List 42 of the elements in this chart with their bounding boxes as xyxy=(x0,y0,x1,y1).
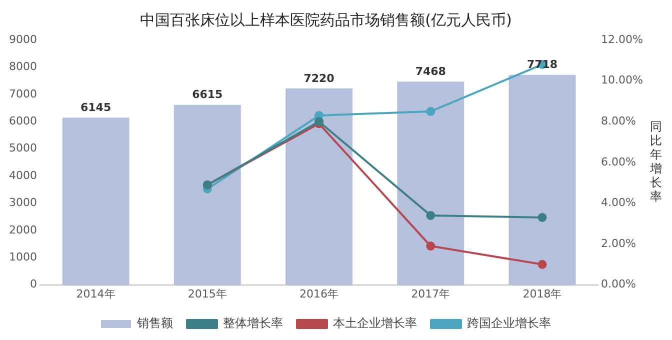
y2-tick-label: 6.00% xyxy=(601,155,636,168)
chart-title: 中国百张床位以上样本医院药品市场销售额(亿元人民币) xyxy=(140,10,512,29)
data-label: 7468 xyxy=(415,65,446,78)
data-label: 6615 xyxy=(192,88,223,102)
y-tick-label: 6000 xyxy=(8,114,37,128)
y2-tick-label: 2.00% xyxy=(601,236,636,250)
legend-label: 本土企业增长率 xyxy=(333,316,417,330)
y-tick-label: 1000 xyxy=(8,250,37,264)
point xyxy=(426,106,436,116)
data-label: 6145 xyxy=(80,101,112,114)
point xyxy=(426,242,436,251)
y-tick-label: 0 xyxy=(30,278,37,291)
bar xyxy=(397,82,464,285)
y2-tick-label: 0.00% xyxy=(601,278,636,291)
y2-axis-title: 同比年增长率 xyxy=(649,120,662,204)
y-tick-label: 3000 xyxy=(8,196,37,210)
bar xyxy=(174,104,241,285)
bar xyxy=(508,74,576,285)
legend-label: 整体增长率 xyxy=(223,316,283,330)
y2-tick-label: 8.00% xyxy=(601,114,636,128)
point xyxy=(538,212,547,222)
y2-tick-label: 12.00% xyxy=(601,32,644,46)
legend-label: 跨国企业增长率 xyxy=(467,316,551,330)
legend-label: 销售额 xyxy=(136,316,173,330)
x-tick-label: 2017年 xyxy=(411,287,450,300)
x-tick-label: 2016年 xyxy=(300,287,339,300)
bar xyxy=(62,118,130,285)
y-tick-label: 9000 xyxy=(8,32,37,46)
point xyxy=(426,210,436,220)
point xyxy=(538,260,547,269)
y-tick-label: 4000 xyxy=(8,168,37,182)
y-tick-label: 8000 xyxy=(8,60,37,74)
y2-tick-label: 4.00% xyxy=(601,196,636,210)
y2-tick-label: 10.00% xyxy=(601,74,644,87)
bar xyxy=(286,88,353,285)
x-tick-label: 2018年 xyxy=(522,287,562,300)
y-tick-label: 5000 xyxy=(8,142,37,155)
data-label: 7220 xyxy=(304,72,335,85)
y-tick-label: 7000 xyxy=(8,87,37,100)
y-tick-label: 2000 xyxy=(8,223,37,236)
x-tick-label: 2015年 xyxy=(188,287,227,300)
x-tick-label: 2014年 xyxy=(76,287,116,300)
